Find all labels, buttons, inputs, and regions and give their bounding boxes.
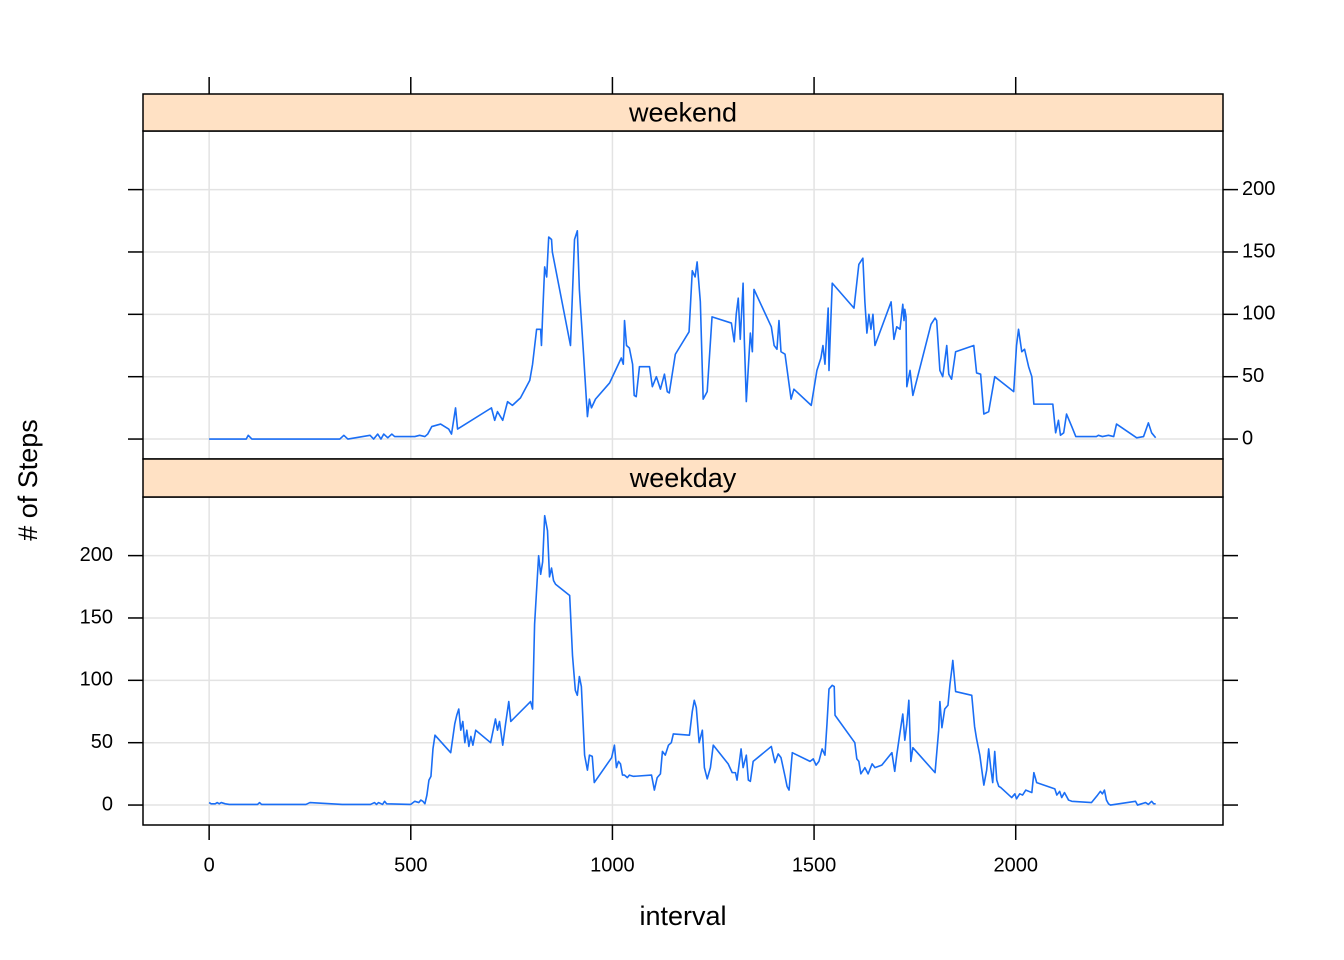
x-tick-label: 500 [394, 854, 427, 876]
y-tick-label: 150 [80, 606, 113, 628]
strip [142, 93, 1224, 132]
y-tick-label: 50 [91, 731, 113, 753]
strip-label: weekday [629, 463, 737, 493]
strip [142, 458, 1224, 498]
y-tick-label: 0 [1242, 427, 1253, 449]
y-tick-label: 150 [1242, 240, 1275, 262]
y-tick-label: 50 [1242, 365, 1264, 387]
x-tick-label: 0 [204, 854, 215, 876]
strip-label: weekend [628, 98, 737, 128]
y-tick-label: 0 [102, 793, 113, 815]
y-tick-label: 200 [80, 544, 113, 566]
data-line [208, 514, 1156, 806]
panel-background [143, 131, 1223, 459]
y-tick-label: 100 [80, 669, 113, 691]
x-tick-label: 1500 [792, 854, 837, 876]
y-axis-label: # of Steps [13, 419, 43, 541]
panel-background [143, 497, 1223, 825]
y-tick-label: 200 [1242, 178, 1275, 200]
x-tick-label: 2000 [993, 854, 1038, 876]
x-tick-label: 1000 [590, 854, 635, 876]
x-axis-label: interval [639, 901, 726, 931]
data-line [209, 229, 1157, 440]
y-tick-label: 100 [1242, 303, 1275, 325]
